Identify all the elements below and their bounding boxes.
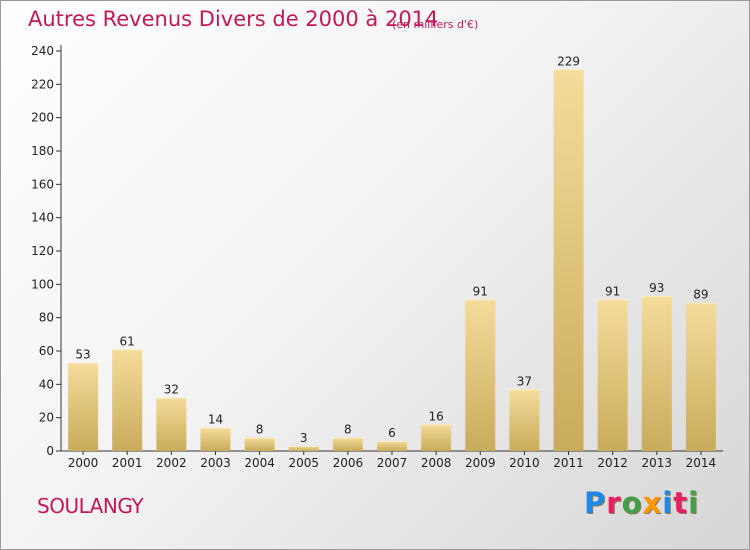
x-tick-label-2012: 2012 [597,456,628,470]
y-tick-label: 220 [31,77,54,91]
chart-title: Autres Revenus Divers de 2000 à 2014 [28,7,439,31]
value-label-2001: 61 [120,334,135,348]
y-tick-label: 160 [31,177,54,191]
bar-2014 [685,302,716,451]
y-tick-label: 180 [31,144,54,158]
value-label-2006: 8 [344,423,352,437]
x-tick-label-2001: 2001 [112,456,143,470]
logo-letter: o [621,486,643,520]
bar-2000 [68,362,99,451]
value-label-2013: 93 [649,281,664,295]
x-tick-label-2007: 2007 [377,456,408,470]
x-tick-label-2006: 2006 [333,456,364,470]
bar-2012 [597,299,628,451]
y-tick-label: 0 [46,444,54,458]
x-tick-label-2014: 2014 [686,456,717,470]
x-tick-label-2000: 2000 [68,456,99,470]
value-label-2005: 3 [300,431,308,445]
logo-letter: i [662,486,674,520]
x-tick-label-2010: 2010 [509,456,540,470]
value-label-2011: 229 [557,54,580,68]
logo-letter: t [673,486,689,520]
y-tick-label: 120 [31,244,54,258]
bar-2011 [553,69,584,451]
logo-letter: i [688,486,700,520]
x-tick-label-2013: 2013 [642,456,673,470]
y-tick-label: 200 [31,111,54,125]
y-tick-label: 100 [31,277,54,291]
value-label-2012: 91 [605,284,620,298]
value-label-2004: 8 [256,423,264,437]
logo-letter: x [642,486,663,520]
y-tick-label: 240 [31,44,54,58]
bar-2002 [156,397,187,451]
value-label-2014: 89 [693,288,708,302]
value-label-2002: 32 [164,383,179,397]
location-name: SOULANGY [37,494,144,518]
y-tick-label: 40 [39,377,54,391]
value-label-2009: 91 [473,284,488,298]
x-tick-label-2005: 2005 [288,456,319,470]
bar-2007 [377,441,407,451]
bar-2005 [288,446,319,451]
bar-2009 [465,299,496,451]
x-tick-label-2002: 2002 [156,456,187,470]
chart-subtitle: (en milliers d'€) [392,18,479,31]
x-tick-label-2011: 2011 [553,456,584,470]
y-tick-label: 80 [39,311,54,325]
x-tick-label-2003: 2003 [200,456,231,470]
bar-2004 [244,437,275,451]
bar-2006 [332,437,363,451]
logo-letter: r [606,486,622,520]
x-tick-label-2008: 2008 [421,456,452,470]
logo-letter: P [584,486,607,520]
y-tick-label: 20 [39,411,54,425]
value-label-2003: 14 [208,413,223,427]
x-tick-label-2009: 2009 [465,456,496,470]
value-label-2007: 6 [388,426,396,440]
y-tick-label: 60 [39,344,54,358]
bar-2008 [421,424,452,451]
value-label-2008: 16 [428,409,443,423]
y-tick-label: 140 [31,211,54,225]
value-label-2010: 37 [517,374,532,388]
x-tick-label-2004: 2004 [244,456,275,470]
value-label-2000: 53 [75,348,90,362]
proxiti-logo[interactable]: Proxiti [584,486,699,520]
bar-2001 [112,349,143,451]
bar-2010 [509,389,540,451]
bar-2003 [200,427,231,451]
bar-2013 [641,296,672,451]
